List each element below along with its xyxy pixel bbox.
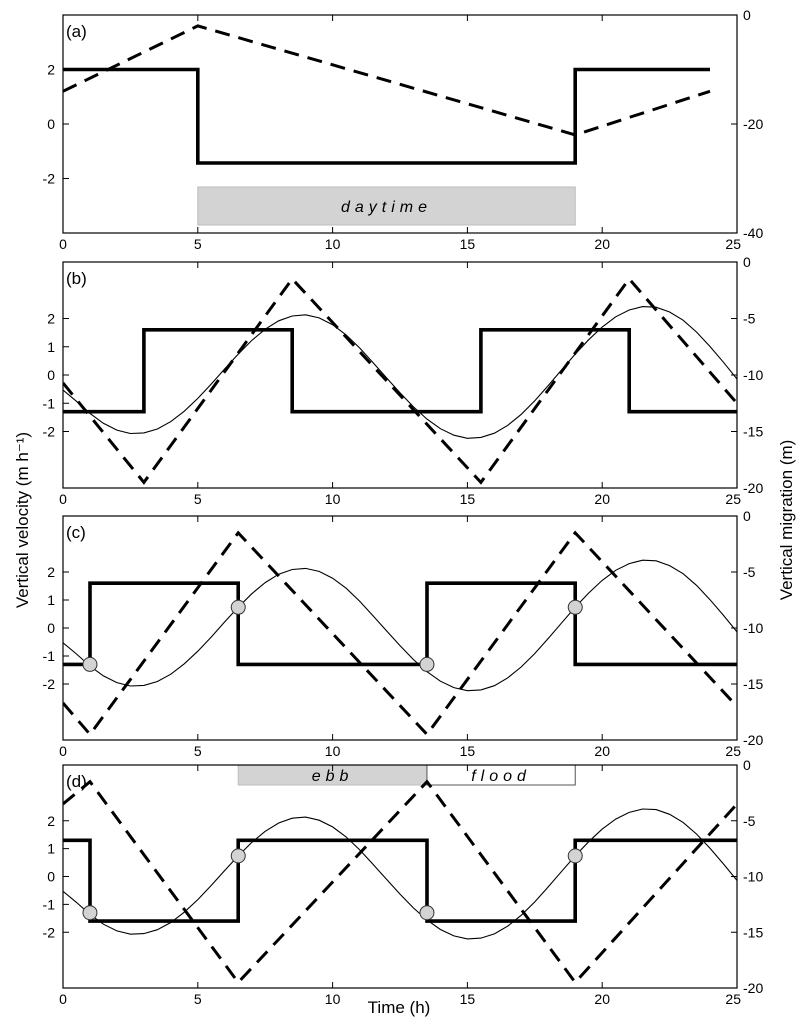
transition-marker <box>419 656 435 672</box>
y-tick-label-right: -10 <box>743 367 763 383</box>
y-tick-label-left: -2 <box>43 676 56 692</box>
y-tick-label-right: -15 <box>743 676 763 692</box>
series-thick-line <box>63 838 737 923</box>
x-tick-label: 25 <box>725 743 741 759</box>
y-tick-label-right: -10 <box>743 620 763 636</box>
x-tick-label: 20 <box>594 236 610 252</box>
y-tick-label-left: 1 <box>47 841 55 857</box>
y-tick-label-right: -20 <box>743 732 763 748</box>
series-dashed-line <box>63 779 737 985</box>
x-tick-label: 10 <box>325 236 341 252</box>
x-tick-label: 5 <box>194 743 202 759</box>
transition-marker <box>82 656 98 672</box>
x-tick-label: 5 <box>194 491 202 507</box>
y-tick-label-right: -5 <box>743 311 756 327</box>
x-tick-label: 5 <box>194 991 202 1007</box>
x-tick-label: 25 <box>725 991 741 1007</box>
y-tick-label-right: 0 <box>743 757 751 773</box>
band-daytime <box>197 186 576 226</box>
y-tick-label-left: 1 <box>47 339 55 355</box>
y-axis-label-right: Vertical migration (m) <box>777 440 796 601</box>
panel-label: (b) <box>66 269 87 288</box>
y-tick-label-right: -20 <box>743 480 763 496</box>
x-tick-label: 25 <box>725 491 741 507</box>
y-tick-label-left: -2 <box>43 171 56 187</box>
transition-marker <box>230 599 246 615</box>
y-tick-label-left: -1 <box>43 395 56 411</box>
x-tick-label: 0 <box>59 236 67 252</box>
series-thin-line <box>63 306 737 439</box>
x-tick-label: 10 <box>325 743 341 759</box>
series-thin-line <box>63 559 737 692</box>
y-tick-label-left: 2 <box>47 62 55 78</box>
x-tick-label: 0 <box>59 991 67 1007</box>
transition-marker <box>567 848 583 864</box>
band-label-daytime: daytime <box>341 199 432 216</box>
x-tick-label: 5 <box>194 236 202 252</box>
y-axis-label-left: Vertical velocity (m h⁻¹) <box>13 432 32 608</box>
y-tick-label-right: -40 <box>743 225 763 241</box>
transition-marker <box>567 599 583 615</box>
series-dashed-line <box>63 530 737 737</box>
series-thick-line <box>63 581 737 667</box>
y-tick-label-left: 0 <box>47 620 55 636</box>
series-dashed-line <box>63 24 711 137</box>
y-tick-label-right: -15 <box>743 924 763 940</box>
x-tick-label: 0 <box>59 491 67 507</box>
transition-marker <box>82 905 98 921</box>
band-label-flood: flood <box>471 768 531 785</box>
x-tick-label: 20 <box>594 743 610 759</box>
series-dashed-line <box>63 276 737 485</box>
panel-label: (a) <box>66 22 87 41</box>
x-tick-label: 15 <box>460 991 476 1007</box>
axes-frame <box>62 764 738 989</box>
axes-frame <box>62 261 738 489</box>
y-tick-label-left: 0 <box>47 869 55 885</box>
y-tick-label-left: -2 <box>43 424 56 440</box>
y-tick-label-left: 2 <box>47 311 55 327</box>
y-tick-label-left: 1 <box>47 592 55 608</box>
y-tick-label-right: -20 <box>743 116 763 132</box>
x-tick-label: 15 <box>460 236 476 252</box>
series-thin-line <box>63 808 737 940</box>
transition-marker <box>419 905 435 921</box>
y-tick-label-right: -10 <box>743 869 763 885</box>
y-tick-label-left: 0 <box>47 116 55 132</box>
series-thick-line <box>63 67 710 165</box>
y-tick-label-left: -1 <box>43 896 56 912</box>
y-tick-label-left: 2 <box>47 813 55 829</box>
y-tick-label-right: -15 <box>743 424 763 440</box>
panel-label: (d) <box>66 772 87 791</box>
y-tick-label-right: -5 <box>743 564 756 580</box>
y-tick-label-right: 0 <box>743 254 751 270</box>
x-tick-label: 10 <box>325 491 341 507</box>
x-tick-label: 20 <box>594 491 610 507</box>
y-tick-label-left: 2 <box>47 564 55 580</box>
x-tick-label: 25 <box>725 236 741 252</box>
x-tick-label: 20 <box>594 991 610 1007</box>
y-tick-label-right: 0 <box>743 7 751 23</box>
y-tick-label-right: -5 <box>743 813 756 829</box>
y-tick-label-left: -2 <box>43 924 56 940</box>
y-tick-label-left: 0 <box>47 367 55 383</box>
x-tick-label: 15 <box>460 743 476 759</box>
y-tick-label-right: 0 <box>743 508 751 524</box>
y-tick-label-left: -1 <box>43 648 56 664</box>
transition-marker <box>230 848 246 864</box>
band-label-ebb: ebb <box>312 768 354 785</box>
series-thick-line <box>63 327 737 414</box>
y-tick-label-right: -20 <box>743 980 763 996</box>
x-axis-label: Time (h) <box>368 998 431 1017</box>
x-tick-label: 10 <box>325 991 341 1007</box>
x-tick-label: 0 <box>59 743 67 759</box>
x-tick-label: 15 <box>460 491 476 507</box>
panel-label: (c) <box>66 523 86 542</box>
